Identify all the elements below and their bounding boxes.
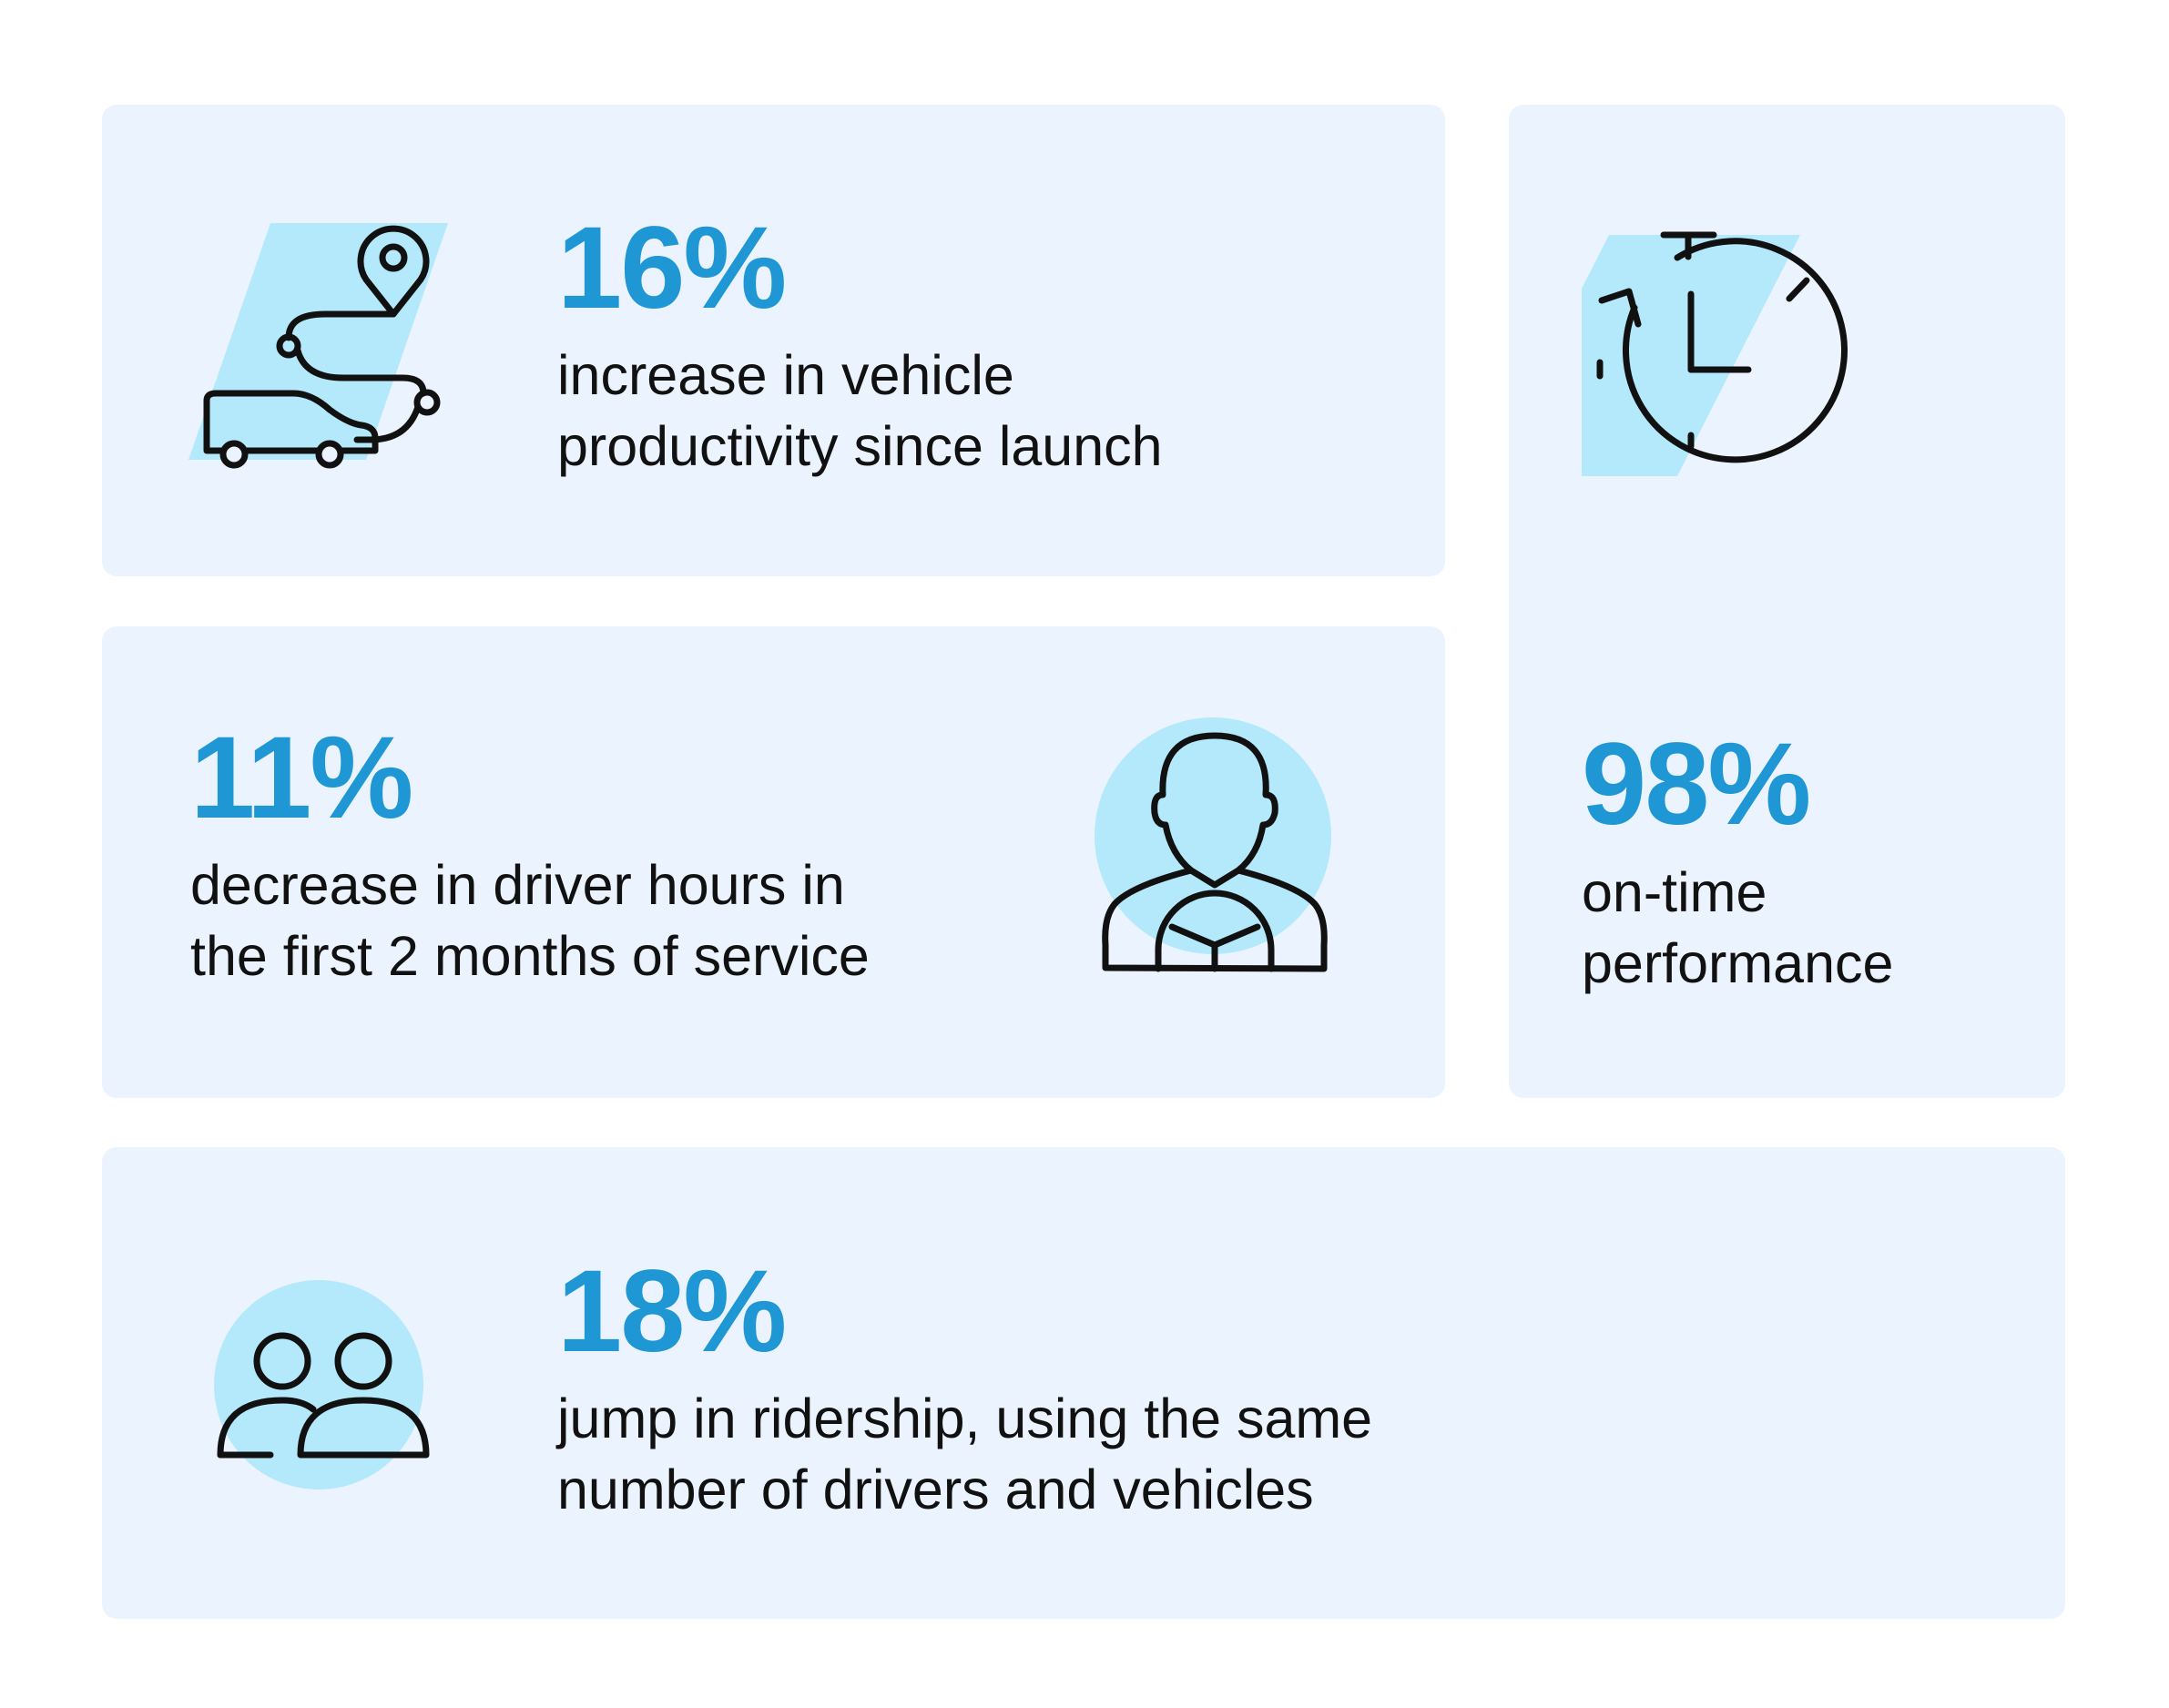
stat-description: jump in ridership, using the same number… [557, 1383, 1372, 1525]
car-route-icon [188, 223, 453, 469]
stat-description-line: number of drivers and vehicles [557, 1459, 1314, 1520]
stat-description-line: the first 2 months of service [190, 925, 870, 987]
people-group-icon [211, 1277, 430, 1496]
stat-card-driver-hours: 11% decrease in driver hours in the firs… [102, 626, 1445, 1098]
stat-description-line: jump in ridership, using the same [557, 1388, 1373, 1449]
stat-description: on-time performance [1582, 857, 1893, 999]
stat-description-line: performance [1582, 932, 1894, 994]
stopwatch-icon [1582, 217, 1855, 481]
stat-card-on-time-performance: 98% on-time performance [1509, 105, 2065, 1098]
stat-description-line: on-time [1582, 861, 1767, 923]
driver-steering-wheel-icon [1095, 717, 1340, 981]
stat-value: 16% [557, 203, 787, 333]
stat-value: 11% [190, 713, 413, 843]
stat-description-line: decrease in driver hours in [190, 854, 845, 916]
stat-description: increase in vehicle productivity since l… [557, 340, 1163, 482]
stat-value: 98% [1582, 719, 1811, 849]
stat-card-ridership: 18% jump in ridership, using the same nu… [102, 1147, 2065, 1619]
stat-description-line: productivity since launch [557, 415, 1163, 477]
stat-value: 18% [557, 1246, 787, 1377]
stat-description: decrease in driver hours in the first 2 … [190, 849, 870, 991]
stat-description-line: increase in vehicle [557, 344, 1014, 406]
stat-card-vehicle-productivity: 16% increase in vehicle productivity sin… [102, 105, 1445, 576]
